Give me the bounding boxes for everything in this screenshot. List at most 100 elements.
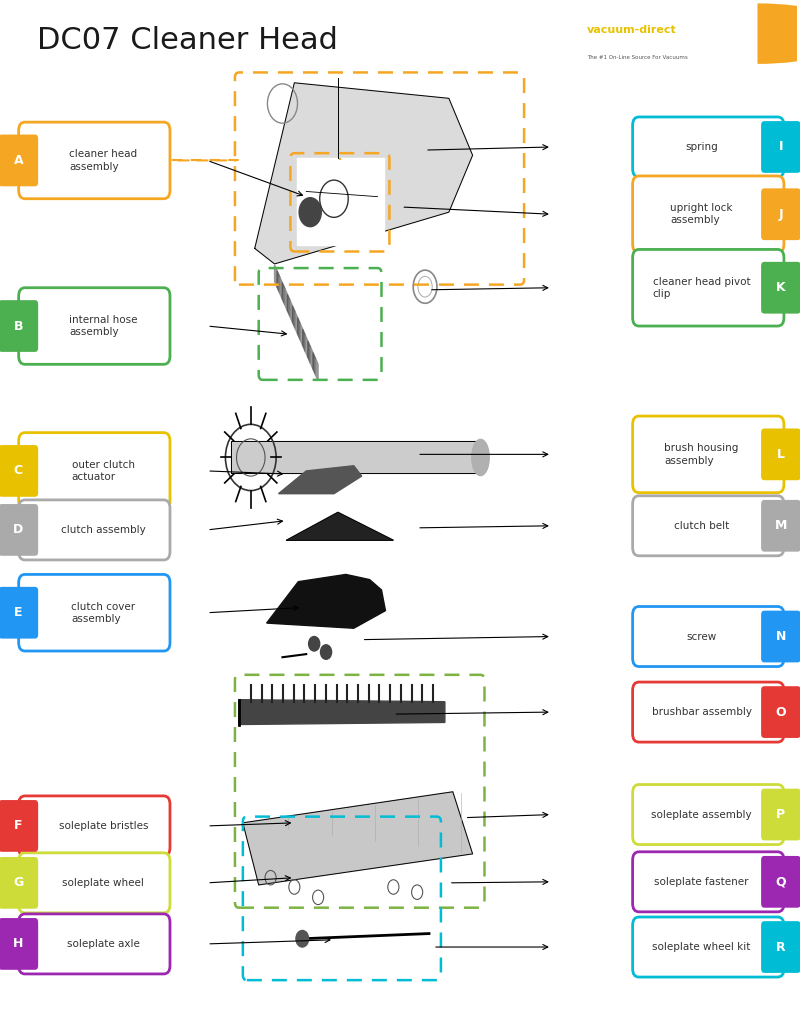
Text: I: I: [778, 141, 783, 153]
FancyBboxPatch shape: [0, 300, 38, 352]
Text: J: J: [778, 208, 783, 220]
Text: upright lock
assembly: upright lock assembly: [670, 203, 733, 226]
FancyBboxPatch shape: [761, 921, 800, 973]
FancyBboxPatch shape: [18, 500, 170, 560]
Polygon shape: [239, 700, 445, 724]
FancyBboxPatch shape: [761, 500, 800, 552]
Text: F: F: [14, 820, 22, 832]
FancyBboxPatch shape: [761, 789, 800, 840]
FancyBboxPatch shape: [633, 852, 784, 912]
Text: G: G: [14, 877, 23, 889]
Polygon shape: [302, 329, 306, 352]
Text: screw: screw: [686, 631, 717, 642]
Polygon shape: [282, 283, 285, 305]
FancyBboxPatch shape: [633, 416, 784, 493]
Text: P: P: [776, 808, 786, 821]
Text: soleplate assembly: soleplate assembly: [651, 809, 752, 820]
FancyBboxPatch shape: [761, 188, 800, 240]
Text: soleplate fastener: soleplate fastener: [654, 877, 749, 887]
Polygon shape: [243, 792, 473, 885]
Text: cleaner head
assembly: cleaner head assembly: [70, 149, 138, 172]
FancyBboxPatch shape: [0, 135, 38, 186]
Circle shape: [299, 198, 322, 227]
Text: M: M: [774, 520, 787, 532]
FancyBboxPatch shape: [0, 918, 38, 970]
Circle shape: [321, 645, 331, 659]
FancyBboxPatch shape: [18, 914, 170, 974]
Polygon shape: [315, 358, 318, 381]
Polygon shape: [308, 341, 310, 363]
Circle shape: [309, 637, 320, 651]
Polygon shape: [274, 265, 277, 288]
FancyBboxPatch shape: [18, 122, 170, 199]
FancyBboxPatch shape: [0, 587, 38, 639]
Circle shape: [296, 930, 309, 947]
FancyBboxPatch shape: [761, 428, 800, 480]
Polygon shape: [300, 323, 302, 346]
FancyBboxPatch shape: [0, 504, 38, 556]
FancyBboxPatch shape: [761, 262, 800, 314]
Text: clutch belt: clutch belt: [674, 521, 730, 531]
FancyBboxPatch shape: [633, 496, 784, 556]
Text: H: H: [13, 938, 23, 950]
Polygon shape: [280, 276, 282, 299]
Polygon shape: [278, 466, 362, 494]
Polygon shape: [298, 318, 300, 339]
Text: clutch assembly: clutch assembly: [61, 525, 146, 535]
Text: Q: Q: [776, 876, 786, 888]
Text: soleplate axle: soleplate axle: [67, 939, 140, 949]
FancyBboxPatch shape: [18, 288, 170, 364]
Text: internal hose
assembly: internal hose assembly: [69, 315, 138, 337]
Text: DC07 Cleaner Head: DC07 Cleaner Head: [37, 26, 338, 55]
Text: spring: spring: [686, 142, 718, 152]
Ellipse shape: [472, 439, 490, 475]
Text: soleplate wheel kit: soleplate wheel kit: [653, 942, 751, 952]
FancyBboxPatch shape: [761, 121, 800, 173]
Text: O: O: [776, 706, 786, 718]
Polygon shape: [287, 294, 290, 317]
FancyBboxPatch shape: [0, 800, 38, 852]
Text: outer clutch
actuator: outer clutch actuator: [72, 460, 134, 482]
Polygon shape: [295, 312, 298, 334]
Polygon shape: [285, 289, 287, 310]
FancyBboxPatch shape: [633, 176, 784, 253]
FancyBboxPatch shape: [633, 117, 784, 177]
Text: E: E: [14, 607, 22, 619]
Polygon shape: [266, 574, 386, 628]
Text: N: N: [776, 630, 786, 643]
Polygon shape: [277, 271, 280, 293]
Text: brushbar assembly: brushbar assembly: [652, 707, 752, 717]
FancyBboxPatch shape: [761, 686, 800, 738]
Text: cleaner head pivot
clip: cleaner head pivot clip: [653, 276, 750, 299]
FancyBboxPatch shape: [18, 433, 170, 509]
FancyBboxPatch shape: [633, 249, 784, 326]
Text: D: D: [14, 524, 23, 536]
FancyBboxPatch shape: [761, 611, 800, 662]
FancyBboxPatch shape: [633, 785, 784, 845]
Polygon shape: [297, 158, 384, 245]
Text: soleplate wheel: soleplate wheel: [62, 878, 144, 888]
Polygon shape: [290, 300, 293, 323]
FancyBboxPatch shape: [633, 682, 784, 742]
Text: A: A: [14, 154, 23, 167]
FancyBboxPatch shape: [0, 857, 38, 909]
Polygon shape: [306, 335, 308, 357]
Text: L: L: [777, 448, 785, 461]
FancyBboxPatch shape: [761, 856, 800, 908]
FancyBboxPatch shape: [18, 574, 170, 651]
Polygon shape: [313, 353, 315, 375]
FancyBboxPatch shape: [633, 917, 784, 977]
FancyBboxPatch shape: [633, 607, 784, 667]
FancyBboxPatch shape: [18, 796, 170, 856]
Text: C: C: [14, 465, 23, 477]
Text: B: B: [14, 320, 23, 332]
Polygon shape: [231, 441, 481, 473]
Text: soleplate bristles: soleplate bristles: [58, 821, 148, 831]
FancyBboxPatch shape: [0, 445, 38, 497]
Polygon shape: [286, 512, 394, 540]
Text: brush housing
assembly: brush housing assembly: [665, 443, 739, 466]
Text: dyson: dyson: [302, 199, 331, 209]
Polygon shape: [310, 347, 313, 369]
Polygon shape: [254, 83, 473, 264]
Text: clutch cover
assembly: clutch cover assembly: [71, 601, 135, 624]
